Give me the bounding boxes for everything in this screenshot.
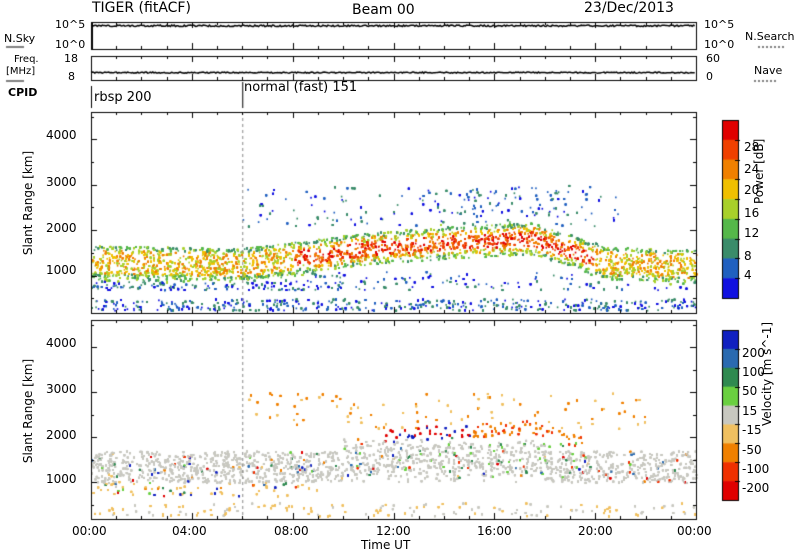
power-ytick-1000: 1000 — [46, 263, 77, 277]
xtick-6: 00:00 — [677, 524, 712, 538]
velocity-cbar-tick-200: 200 — [742, 346, 765, 360]
velocity-cbar-tick-m50: -50 — [742, 443, 762, 457]
nsky-label: N.Sky — [4, 32, 36, 45]
nsearch-label: N.Search — [745, 30, 795, 43]
xtick-5: 20:00 — [578, 524, 613, 538]
power-cbar-tick-8: 8 — [744, 249, 752, 263]
velocity-cbar-label: Velocity [m s^-1] — [760, 321, 774, 426]
power-ytick-3000: 3000 — [46, 175, 77, 189]
velocity-ytick-3000: 3000 — [46, 382, 77, 396]
velocity-cbar-tick-m15: -15 — [742, 423, 762, 437]
power-cbar-tick-12: 12 — [744, 226, 760, 240]
freq-tick-bottom: 8 — [68, 70, 75, 83]
velocity-ytick-2000: 2000 — [46, 428, 77, 442]
nave-label: Nave — [754, 64, 783, 77]
velocity-cbar-tick-15: 15 — [742, 404, 758, 418]
cpid-segment-normal: normal (fast) 151 — [244, 80, 358, 95]
power-ytick-4000: 4000 — [46, 128, 77, 142]
date-title: 23/Dec/2013 — [584, 0, 674, 16]
velocity-ytick-1000: 1000 — [46, 472, 77, 486]
velocity-ylabel: Slant Range [km] — [21, 358, 36, 464]
x-axis-title: Time UT — [361, 538, 411, 552]
xtick-0: 00:00 — [72, 524, 107, 538]
nsearch-tick-bottom: 10^0 — [704, 38, 735, 51]
velocity-cbar-tick-50: 50 — [742, 384, 758, 398]
velocity-ytick-4000: 4000 — [46, 336, 77, 350]
freq-tick-top: 18 — [64, 52, 78, 65]
beam-title: Beam 00 — [352, 2, 415, 18]
xtick-1: 04:00 — [172, 524, 207, 538]
power-cbar-label: Power [dB] — [752, 138, 766, 204]
velocity-cbar-tick-m200: -200 — [742, 481, 770, 495]
nsky-tick-bottom: 10^0 — [55, 38, 86, 51]
cpid-label: CPID — [8, 86, 38, 99]
cpid-segment-rbsp: rbsp 200 — [94, 90, 152, 105]
power-cbar-tick-20: 20 — [744, 183, 760, 197]
nsearch-tick-top: 10^5 — [704, 18, 735, 31]
velocity-cbar-tick-100: 100 — [742, 365, 765, 379]
power-cbar-tick-28: 28 — [744, 140, 760, 154]
xtick-4: 16:00 — [477, 524, 512, 538]
nave-tick-bottom: 0 — [706, 70, 713, 83]
power-cbar-tick-16: 16 — [744, 206, 760, 220]
nsky-tick-top: 10^5 — [55, 18, 86, 31]
freq-label-line1: Freq. — [14, 54, 39, 65]
radar-title: TIGER (fitACF) — [92, 0, 191, 16]
freq-label-line2: [MHz] — [6, 66, 36, 77]
power-cbar-tick-24: 24 — [744, 162, 760, 176]
power-ytick-2000: 2000 — [46, 221, 77, 235]
xtick-3: 12:00 — [376, 524, 411, 538]
power-ylabel: Slant Range [km] — [21, 150, 36, 256]
power-cbar-tick-4: 4 — [744, 268, 752, 282]
xtick-2: 08:00 — [274, 524, 309, 538]
velocity-cbar-tick-m100: -100 — [742, 462, 770, 476]
nave-tick-top: 60 — [706, 52, 720, 65]
